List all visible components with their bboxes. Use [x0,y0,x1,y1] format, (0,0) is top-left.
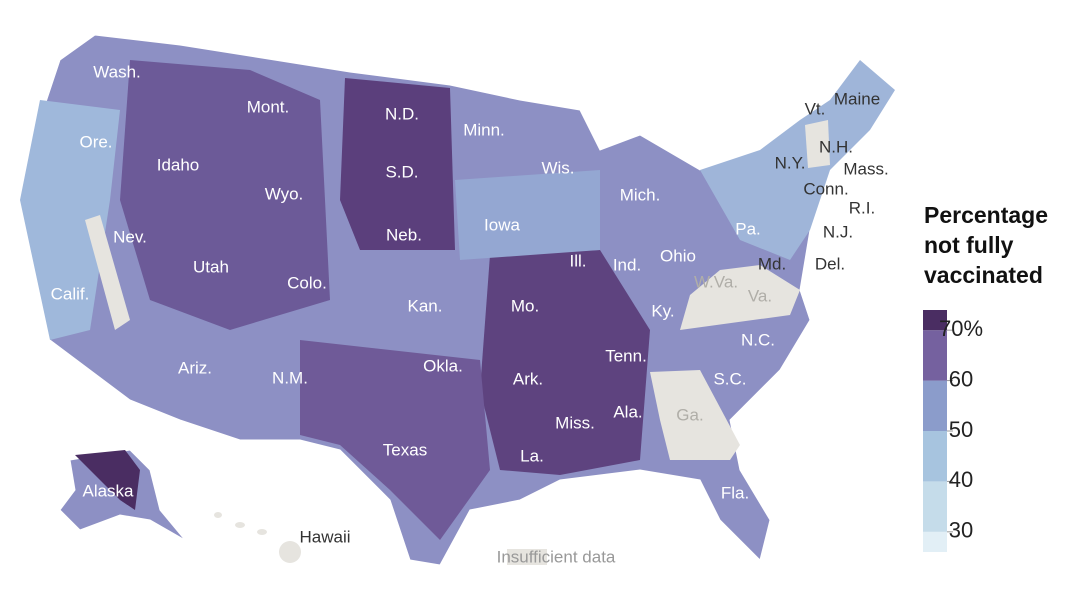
state-label: Ore. [79,132,112,151]
state-label: Md. [758,254,786,273]
legend-title: Percentage not fully vaccinated [924,202,1049,288]
legend-tick-label: 50 [949,417,973,442]
state-label: Fla. [721,483,749,502]
state-label: W.Va. [694,272,738,291]
state-label: Tenn. [605,346,647,365]
state-label: Mo. [511,296,539,315]
state-label: N.C. [741,330,775,349]
region-dark-south [480,250,650,475]
legend-swatch [923,310,947,331]
legend-tick-label: 60 [949,366,973,391]
state-label: La. [520,446,544,465]
alaska-dark [75,450,140,510]
state-label: Kan. [408,296,443,315]
state-label: Minn. [463,120,505,139]
state-label: Hawaii [299,527,350,546]
state-label: Ark. [513,369,543,388]
state-label: N.M. [272,368,308,387]
missing-swatch [507,549,547,565]
state-label: Vt. [805,99,826,118]
state-label: N.J. [823,222,853,241]
legend-swatch [923,481,947,532]
state-label: Wash. [93,62,141,81]
state-label: N.Y. [775,153,806,172]
state-label: Ky. [651,301,674,320]
state-label: Alaska [82,481,134,500]
state-label: Ill. [570,251,587,270]
missing-virginia [680,265,800,330]
state-label: Colo. [287,273,327,292]
state-label: Okla. [423,356,463,375]
state-label: N.H. [819,137,853,156]
state-label: Iowa [484,215,520,234]
state-label: Pa. [735,219,761,238]
state-label: Nev. [113,227,147,246]
region-light-coast [20,100,120,340]
state-label: Ala. [613,402,642,421]
missing-label: Insufficient data [497,547,616,566]
state-label: S.D. [385,162,418,181]
hawaii [214,512,301,563]
region-dark-plains [340,78,455,250]
state-label: Utah [193,257,229,276]
region-light-midwest [455,170,600,260]
state-label: Texas [383,440,427,459]
legend-tick-label: 40 [949,467,973,492]
missing-nevada-strip [85,215,130,330]
state-label: Neb. [386,225,422,244]
state-label: R.I. [849,198,875,217]
state-label: Wis. [541,158,574,177]
legend-tick-label: 70% [939,316,983,341]
state-label: Ariz. [178,358,212,377]
state-label: S.C. [713,369,746,388]
state-label: Mass. [843,159,888,178]
state-label: Calif. [51,284,90,303]
state-label: Conn. [803,179,848,198]
region-purple-west [120,60,330,330]
state-label: Va. [748,286,772,305]
state-label: Ohio [660,246,696,265]
legend-swatch [923,330,947,381]
state-label: Maine [834,89,880,108]
state-label: Ga. [676,405,703,424]
missing-georgia [650,370,740,460]
state-label: Wyo. [265,184,304,203]
region-purple-texas [300,340,490,540]
legend-tick-label: 30 [949,518,973,543]
state-label: Idaho [157,155,200,174]
legend-swatch [923,380,947,431]
state-label: N.D. [385,104,419,123]
missing-vermont [805,120,830,168]
region-light-northeast [700,60,895,260]
legend-swatch [923,531,947,552]
state-label: Mich. [620,185,661,204]
legend-swatch [923,431,947,482]
state-label: Miss. [555,413,595,432]
state-label: Mont. [247,97,290,116]
state-label: Ind. [613,255,641,274]
state-label: Del. [815,254,845,273]
